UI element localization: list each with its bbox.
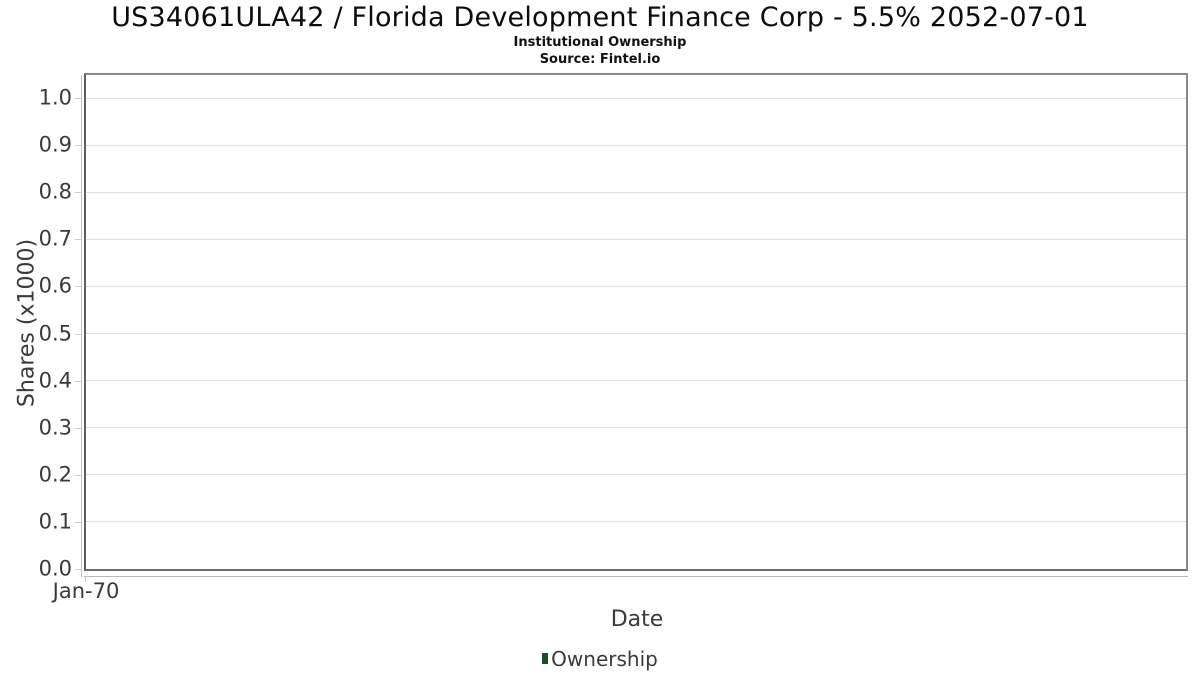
plot-area	[84, 73, 1188, 571]
y-tick-label-0.4: 0.4	[38, 368, 72, 393]
x-axis-title: Date	[610, 607, 664, 632]
gridline-y-0.9	[86, 144, 1186, 146]
gridline-y-0.7	[86, 238, 1186, 240]
legend: Ownership	[0, 645, 1200, 671]
gridline-y-0.5	[86, 333, 1186, 334]
legend-label: Ownership	[551, 646, 658, 671]
y-tick-mark-0.8	[75, 192, 82, 194]
y-tick-mark-0.2	[75, 474, 82, 476]
gridline-y-1.0	[86, 97, 1186, 99]
y-tick-label-0.1: 0.1	[38, 509, 72, 534]
y-tick-mark-0.5	[75, 333, 82, 335]
y-tick-label-0.3: 0.3	[38, 415, 72, 440]
x-axis-line	[84, 576, 1188, 577]
gridline-y-0.8	[86, 191, 1186, 193]
y-tick-label-0.9: 0.9	[38, 132, 72, 157]
y-tick-mark-0.4	[75, 380, 82, 382]
y-tick-label-0.7: 0.7	[38, 226, 72, 251]
y-tick-mark-0.7	[75, 239, 82, 241]
y-tick-label-1.0: 1.0	[38, 85, 72, 110]
y-tick-mark-0.1	[75, 521, 82, 523]
x-tick-label: Jan-70	[52, 579, 120, 603]
y-tick-mark-0.6	[75, 286, 82, 288]
chart-title: US34061ULA42 / Florida Development Finan…	[111, 2, 1089, 33]
y-tick-mark-0.9	[75, 145, 82, 147]
y-tick-mark-1.0	[75, 98, 82, 99]
y-tick-label-0.5: 0.5	[38, 321, 72, 345]
y-tick-label-0.0: 0.0	[38, 556, 72, 581]
chart-subtitle: Institutional Ownership	[513, 35, 687, 50]
x-tick-mark	[85, 577, 86, 582]
gridline-y-0.4	[86, 380, 1186, 382]
chart-source-note: Source: Fintel.io	[539, 52, 661, 67]
y-tick-label-0.2: 0.2	[38, 462, 72, 487]
gridline-y-0.6	[86, 285, 1186, 287]
gridline-y-0.3	[86, 427, 1186, 429]
y-tick-mark-0.3	[75, 427, 82, 429]
y-axis-line	[81, 75, 82, 577]
y-tick-mark-0.0	[75, 569, 82, 570]
y-tick-label-0.6: 0.6	[38, 273, 72, 298]
gridline-y-0.2	[86, 474, 1186, 476]
gridline-y-0.1	[86, 521, 1186, 523]
legend-marker-icon	[542, 653, 549, 664]
y-tick-label-0.8: 0.8	[38, 179, 72, 204]
legend-item-ownership: Ownership	[542, 647, 658, 671]
